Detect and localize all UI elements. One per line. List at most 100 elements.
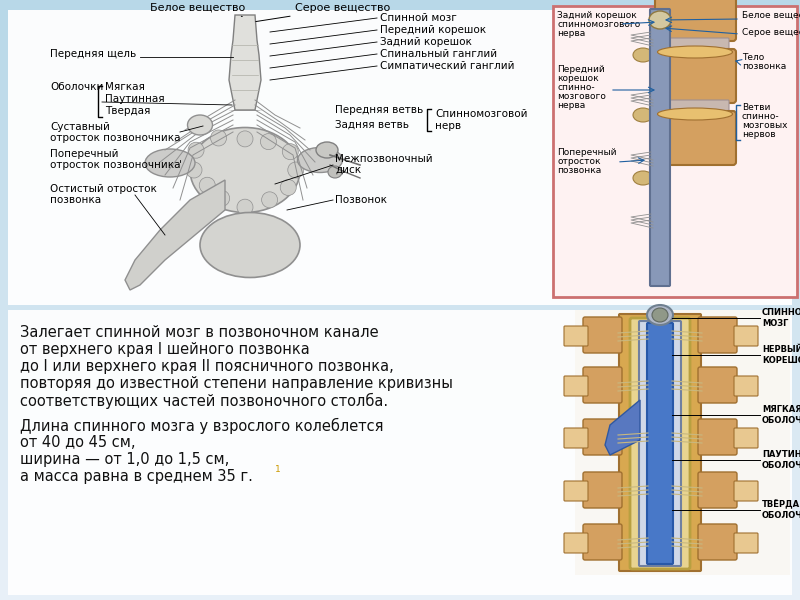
Text: отросток позвоночника: отросток позвоночника [50, 133, 181, 143]
FancyBboxPatch shape [662, 100, 729, 117]
Bar [0, 300, 800, 310]
FancyBboxPatch shape [647, 323, 673, 564]
Text: Паутинная: Паутинная [105, 94, 165, 104]
Bar [0, 100, 800, 110]
Text: Передняя ветвь: Передняя ветвь [335, 105, 423, 115]
FancyBboxPatch shape [734, 376, 758, 396]
Text: СПИННОЙ
МОЗГ: СПИННОЙ МОЗГ [762, 308, 800, 328]
FancyBboxPatch shape [583, 524, 622, 560]
Text: Поперечный: Поперечный [557, 148, 617, 157]
Bar [0, 540, 800, 550]
Ellipse shape [633, 48, 653, 62]
Bar [0, 510, 800, 520]
Bar [0, 460, 800, 470]
Bar [0, 60, 800, 70]
Text: отросток: отросток [557, 157, 601, 166]
Text: мозгового: мозгового [557, 92, 606, 101]
Bar [0, 500, 800, 510]
Text: Межпозвоночный: Межпозвоночный [335, 154, 433, 164]
Bar [0, 440, 800, 450]
Text: 1: 1 [275, 465, 281, 474]
Bar [0, 110, 800, 120]
Bar [0, 580, 800, 590]
FancyBboxPatch shape [8, 10, 792, 305]
Circle shape [214, 190, 230, 206]
Bar [0, 480, 800, 490]
FancyBboxPatch shape [698, 367, 737, 403]
Bar [0, 170, 800, 180]
Bar [0, 230, 800, 240]
Bar [0, 50, 800, 60]
Bar [0, 30, 800, 40]
Text: Передняя щель: Передняя щель [50, 49, 136, 59]
Ellipse shape [200, 212, 300, 277]
FancyBboxPatch shape [583, 317, 622, 353]
Circle shape [237, 131, 253, 147]
Bar [0, 430, 800, 440]
FancyBboxPatch shape [564, 376, 588, 396]
Bar [0, 40, 800, 50]
Bar [0, 200, 800, 210]
Bar [0, 330, 800, 340]
FancyBboxPatch shape [575, 310, 790, 575]
Ellipse shape [633, 108, 653, 122]
Bar [0, 320, 800, 330]
Text: а масса равна в среднем 35 г.: а масса равна в среднем 35 г. [20, 469, 253, 484]
Text: Твердая: Твердая [105, 106, 150, 116]
Text: Белое вещество: Белое вещество [150, 3, 246, 16]
Text: Спинальный ганглий: Спинальный ганглий [380, 49, 497, 59]
FancyBboxPatch shape [734, 533, 758, 553]
FancyBboxPatch shape [734, 481, 758, 501]
FancyBboxPatch shape [583, 367, 622, 403]
Ellipse shape [187, 115, 213, 135]
Text: Оболочки: Оболочки [50, 82, 103, 92]
FancyBboxPatch shape [630, 318, 690, 569]
Circle shape [280, 179, 296, 196]
Circle shape [199, 177, 215, 193]
Bar [0, 490, 800, 500]
Bar [0, 310, 800, 320]
FancyBboxPatch shape [698, 419, 737, 455]
Ellipse shape [316, 142, 338, 158]
FancyBboxPatch shape [619, 314, 701, 571]
FancyBboxPatch shape [655, 0, 736, 41]
Circle shape [261, 134, 277, 149]
Bar [0, 130, 800, 140]
FancyBboxPatch shape [655, 111, 736, 165]
Text: повторяя до известной степени направление кривизны: повторяя до известной степени направлени… [20, 376, 453, 391]
Text: спинно-: спинно- [557, 83, 594, 92]
Bar [0, 180, 800, 190]
Text: отросток позвоночника: отросток позвоночника [50, 160, 181, 170]
Text: НЕРВЫЙ
КОРЕШОК: НЕРВЫЙ КОРЕШОК [762, 346, 800, 365]
FancyBboxPatch shape [639, 321, 681, 566]
Text: Поперечный: Поперечный [50, 149, 118, 159]
Polygon shape [229, 15, 261, 110]
Ellipse shape [633, 171, 653, 185]
Text: позвонка: позвонка [50, 195, 101, 205]
Bar [0, 530, 800, 540]
Text: Залегает спинной мозг в позвоночном канале: Залегает спинной мозг в позвоночном кана… [20, 325, 378, 340]
Text: Ветви: Ветви [742, 103, 770, 112]
Text: ТВЁРДАЯ
ОБОЛОЧКА: ТВЁРДАЯ ОБОЛОЧКА [762, 500, 800, 520]
Text: нерва: нерва [557, 29, 586, 38]
Text: Серое вещество: Серое вещество [256, 3, 390, 22]
Ellipse shape [190, 127, 300, 212]
Bar [0, 450, 800, 460]
Ellipse shape [652, 308, 668, 322]
Circle shape [186, 162, 202, 178]
Text: Суставный: Суставный [50, 122, 110, 132]
Bar [0, 90, 800, 100]
FancyBboxPatch shape [564, 533, 588, 553]
Text: Длина спинного мозга у взрослого колеблется: Длина спинного мозга у взрослого колебле… [20, 418, 383, 434]
Ellipse shape [649, 11, 671, 29]
Bar [0, 560, 800, 570]
Bar [0, 210, 800, 220]
Bar [0, 20, 800, 30]
Bar [0, 350, 800, 360]
Bar [0, 360, 800, 370]
Bar [0, 260, 800, 270]
FancyBboxPatch shape [734, 428, 758, 448]
Bar [0, 410, 800, 420]
Text: Тело: Тело [742, 53, 764, 62]
FancyBboxPatch shape [650, 9, 670, 286]
